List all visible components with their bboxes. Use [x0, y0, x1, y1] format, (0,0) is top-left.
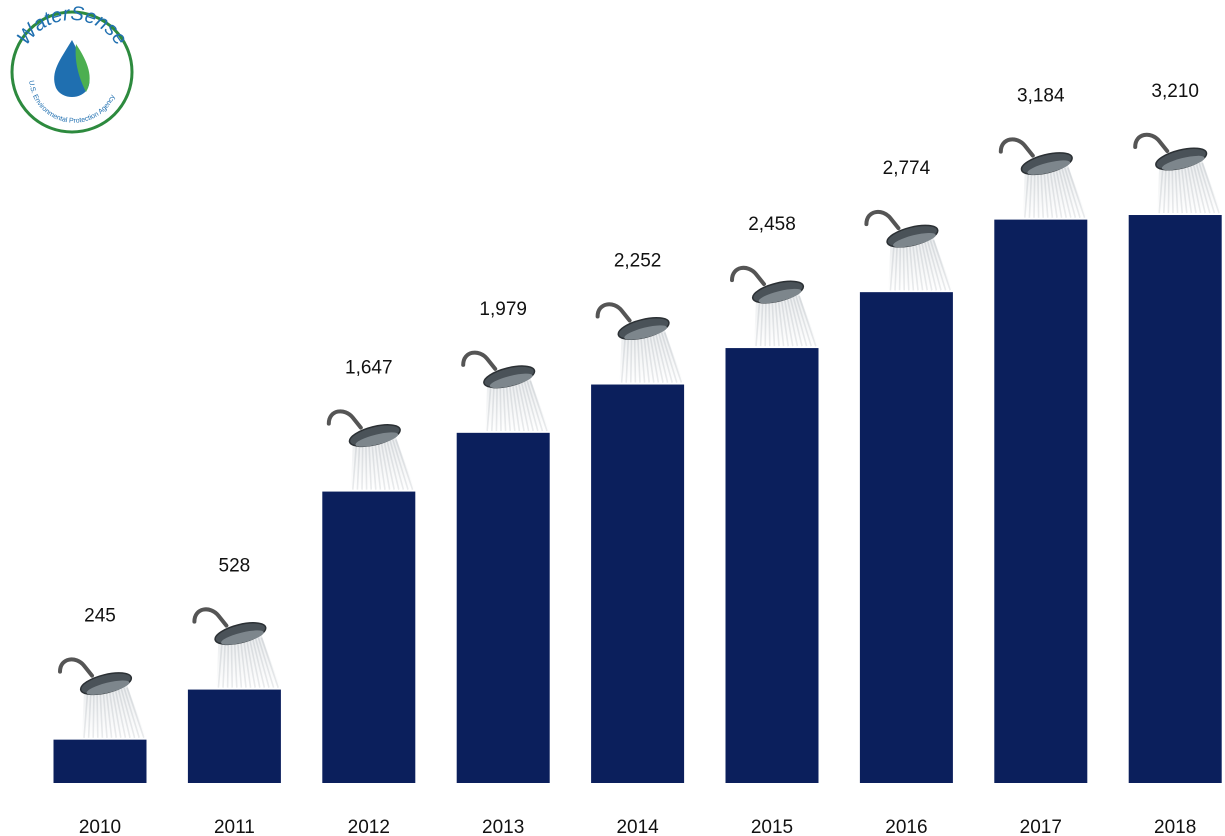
water-spray: [619, 326, 684, 383]
shower-icon: [192, 607, 281, 688]
bar: [859, 292, 953, 783]
shower-icon: [730, 265, 818, 347]
value-label: 2,774: [883, 158, 931, 179]
bar: [591, 384, 685, 783]
shower-icon: [326, 409, 415, 490]
water-spray: [350, 433, 415, 490]
shower-arm: [864, 209, 901, 231]
value-label: 528: [219, 556, 251, 577]
bar: [994, 219, 1088, 783]
x-tick-label: 2011: [214, 817, 255, 836]
shower-arm: [595, 302, 632, 323]
bar: [187, 689, 281, 783]
logo: WaterSense U.S. Environmental Protection…: [10, 3, 134, 134]
water-spray: [485, 374, 550, 431]
water-spray: [1157, 157, 1222, 214]
bar: [322, 491, 416, 783]
x-tick-label: 2010: [79, 817, 121, 836]
shower-icon: [461, 350, 550, 432]
value-label: 3,184: [1017, 86, 1065, 107]
x-tick-label: 2015: [751, 817, 793, 836]
value-label: 2,252: [614, 251, 662, 272]
water-spray: [754, 290, 818, 347]
shower-icon: [998, 137, 1087, 218]
shower-arm: [326, 409, 363, 430]
bar: [725, 348, 819, 783]
logo-drop: [54, 40, 90, 97]
shower-face: [1027, 160, 1071, 175]
shower-arm: [461, 350, 498, 371]
bar: [456, 432, 550, 783]
shower-face: [221, 630, 264, 645]
water-spray: [216, 631, 281, 688]
shower-arm: [730, 265, 766, 287]
shower-face: [489, 373, 533, 389]
shower-arm: [998, 137, 1035, 158]
shower-arm: [58, 657, 94, 678]
value-label: 2,458: [748, 214, 796, 235]
shower-face: [86, 680, 130, 695]
shower-arm: [192, 607, 229, 628]
x-tick-label: 2017: [1020, 817, 1062, 836]
water-spray: [82, 681, 146, 738]
shower-face: [893, 232, 936, 248]
x-tick-label: 2018: [1154, 817, 1196, 836]
x-tick-label: 2016: [885, 817, 927, 836]
x-tick-label: 2014: [616, 817, 659, 836]
shower-face: [758, 288, 802, 304]
shower-face: [1161, 155, 1205, 171]
bar: [1128, 215, 1222, 783]
water-spray: [888, 234, 953, 291]
x-tick-label: 2012: [348, 817, 390, 836]
shower-icon: [595, 302, 684, 383]
water-spray: [1022, 161, 1087, 218]
shower-icon: [864, 209, 953, 291]
value-label: 3,210: [1151, 81, 1199, 102]
shower-face: [355, 432, 399, 447]
value-label: 1,647: [345, 358, 393, 379]
shower-icon: [1133, 132, 1222, 214]
value-label: 245: [84, 606, 116, 627]
shower-icon: [58, 657, 146, 738]
logo-leaf: [75, 44, 90, 92]
value-label: 1,979: [479, 299, 527, 320]
shower-arm: [1133, 132, 1170, 154]
x-tick-label: 2013: [482, 817, 524, 836]
bar: [53, 739, 147, 783]
shower-face: [624, 325, 667, 340]
